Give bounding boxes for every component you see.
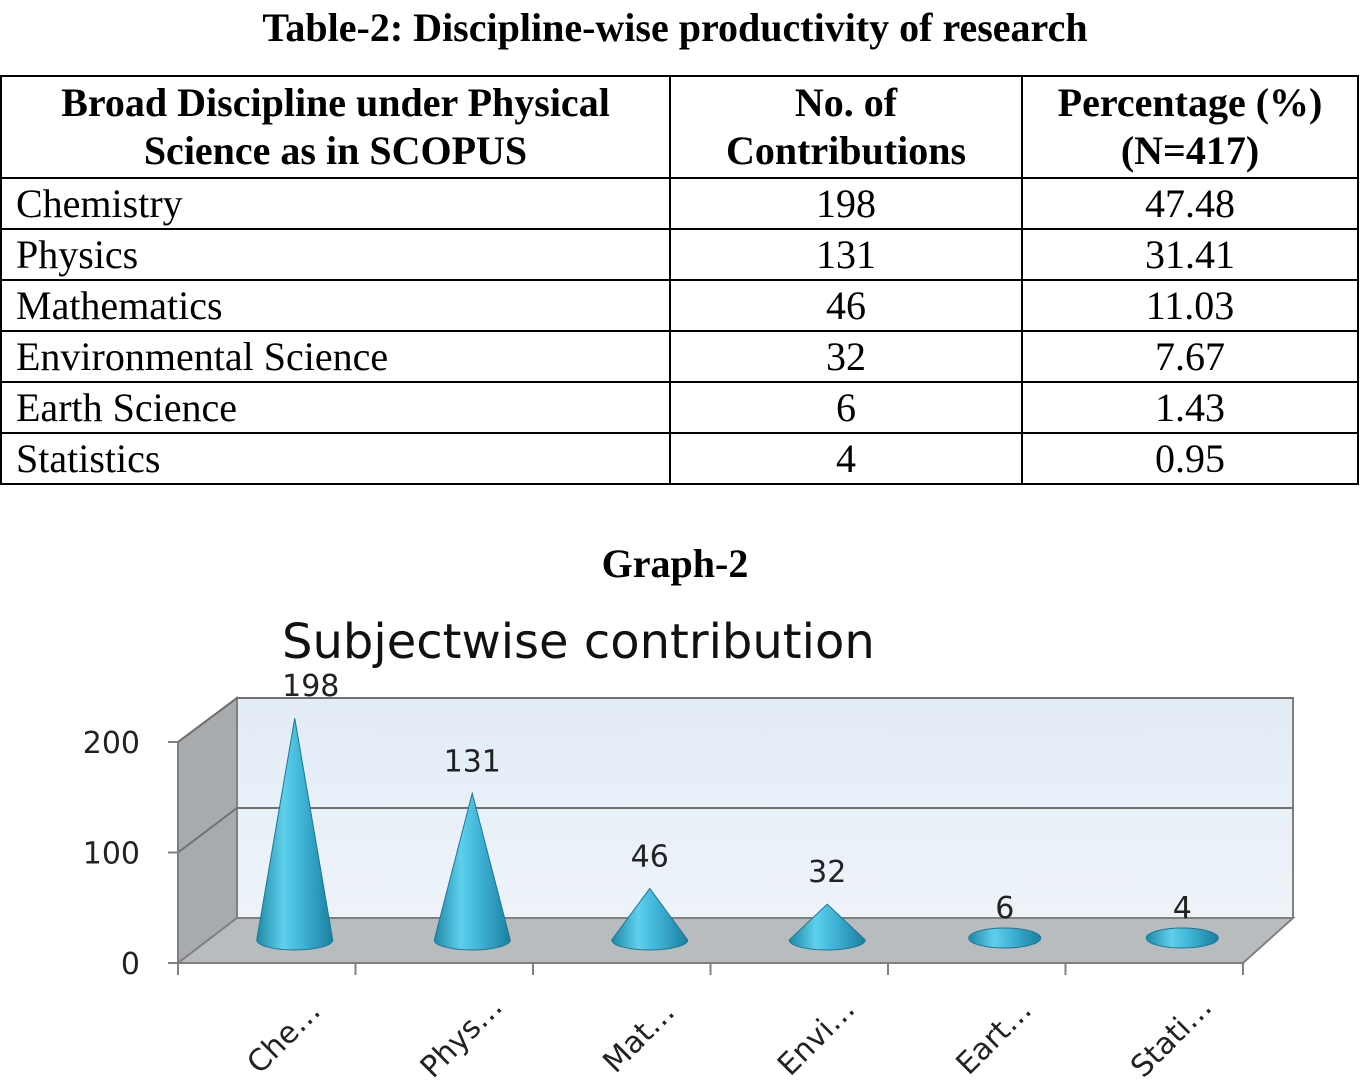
cone-shape	[256, 718, 334, 951]
data-label: 6	[995, 891, 1014, 926]
x-category-label: Phys…	[414, 989, 510, 1083]
cone-shape	[611, 887, 689, 951]
data-label: 4	[1173, 891, 1192, 926]
cone-bar	[1145, 927, 1219, 949]
gridline	[177, 807, 1293, 854]
cell-percentage: 0.95	[1021, 432, 1359, 485]
cell-percentage: 7.67	[1021, 330, 1359, 383]
cell-percentage: 47.48	[1021, 177, 1359, 230]
cell-discipline: Physics	[0, 228, 671, 281]
cell-contributions: 6	[669, 381, 1023, 434]
graph-caption: Graph-2	[601, 541, 749, 586]
cell-discipline: Mathematics	[0, 279, 671, 332]
table-row: Chemistry 198 47.48	[0, 177, 1359, 230]
data-label: 198	[282, 669, 339, 704]
data-label: 32	[808, 855, 846, 890]
x-category-label: Stati…	[1124, 990, 1219, 1083]
x-category-label: Mat…	[596, 994, 682, 1080]
table-row: Earth Science 6 1.43	[0, 381, 1359, 434]
header-discipline: Broad Discipline under Physical Science …	[0, 75, 671, 179]
table-header-row: Broad Discipline under Physical Science …	[0, 75, 1359, 179]
cone-bar	[968, 927, 1042, 949]
cell-discipline: Earth Science	[0, 381, 671, 434]
cone-chart: 198 131 46 32 6 4 0 100 200 Che… Phys… Mat… Envi… Ea…	[83, 614, 1296, 1083]
header-percentage: Percentage (%) (N=417)	[1021, 75, 1359, 179]
cone-shape	[433, 791, 511, 951]
discipline-table: Broad Discipline under Physical Science …	[0, 75, 1359, 485]
cell-contributions: 131	[669, 228, 1023, 281]
y-tick-label: 0	[121, 947, 140, 982]
cone-shape	[968, 927, 1042, 949]
chart-title: Subjectwise contribution	[282, 614, 875, 670]
y-tick-label: 100	[83, 837, 140, 872]
cell-percentage: 11.03	[1021, 279, 1359, 332]
y-tick-label: 200	[83, 726, 140, 761]
cell-contributions: 32	[669, 330, 1023, 383]
x-category-label: Envi…	[771, 992, 862, 1083]
x-category-label: Eart…	[949, 993, 1038, 1082]
chart-floor	[175, 917, 1296, 964]
header-contributions: No. of Contributions	[669, 75, 1023, 179]
x-category-label: Che…	[241, 994, 328, 1081]
cell-discipline: Chemistry	[0, 177, 671, 230]
table-row: Physics 131 31.41	[0, 228, 1359, 281]
table-row: Mathematics 46 11.03	[0, 279, 1359, 332]
table-row: Statistics 4 0.95	[0, 432, 1359, 485]
data-label: 131	[444, 744, 501, 779]
data-label: 46	[631, 839, 669, 874]
cone-bar	[788, 903, 866, 951]
table-title: Table-2: Discipline-wise productivity of…	[262, 5, 1088, 50]
cone-bar	[611, 887, 689, 951]
cell-discipline: Statistics	[0, 432, 671, 485]
cone-shape	[788, 903, 866, 951]
cell-contributions: 198	[669, 177, 1023, 230]
cell-percentage: 31.41	[1021, 228, 1359, 281]
cell-contributions: 46	[669, 279, 1023, 332]
cell-discipline: Environmental Science	[0, 330, 671, 383]
cone-bar	[256, 718, 334, 951]
cell-percentage: 1.43	[1021, 381, 1359, 434]
gridline	[177, 697, 1293, 743]
table-row: Environmental Science 32 7.67	[0, 330, 1359, 383]
cell-contributions: 4	[669, 432, 1023, 485]
cone-shape	[1145, 927, 1219, 949]
cone-bar	[433, 791, 511, 951]
